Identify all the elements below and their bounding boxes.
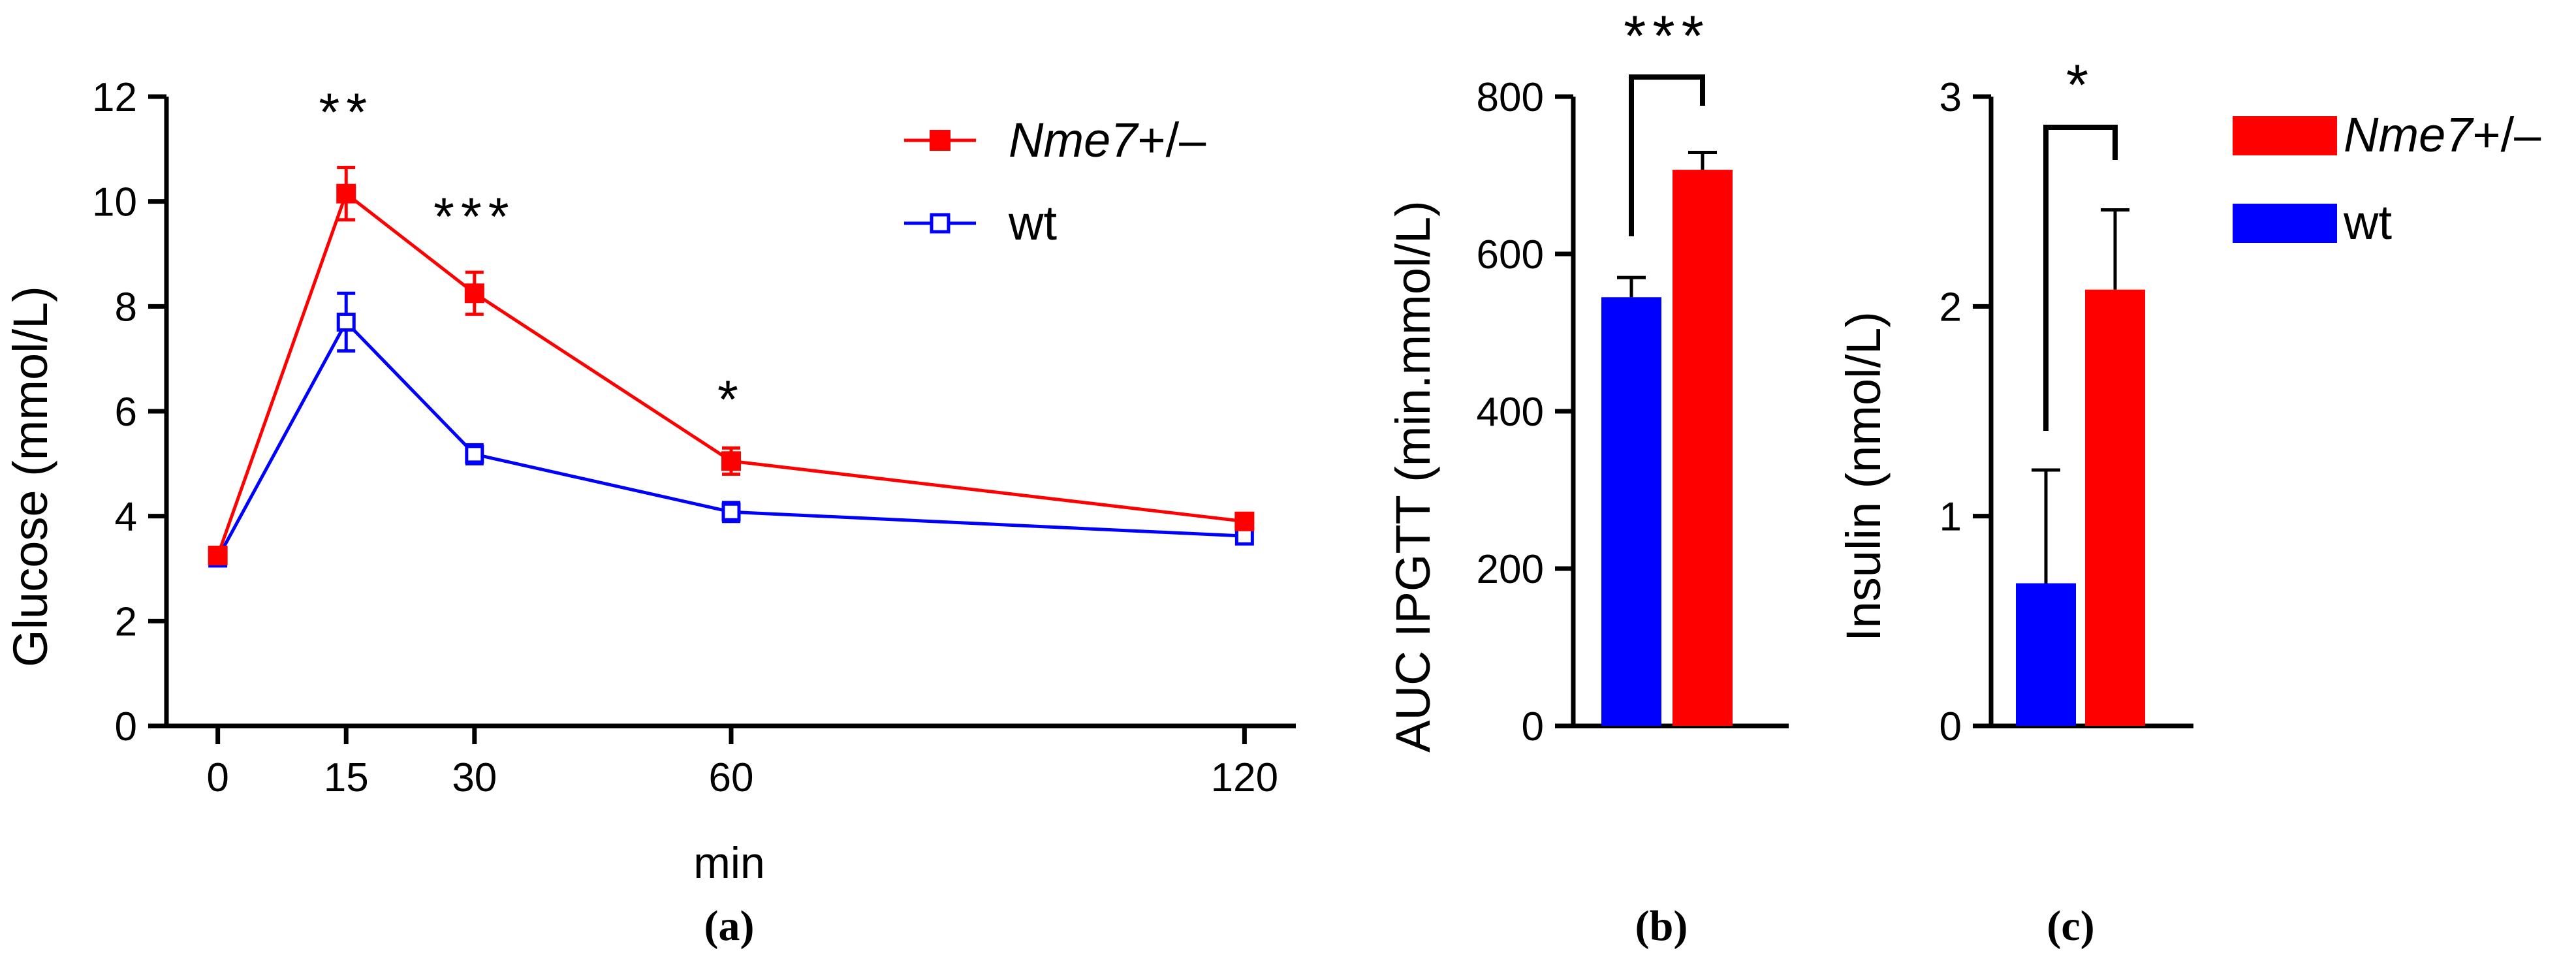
significance-annotation: * xyxy=(717,370,745,430)
panel-b-label: (b) xyxy=(1635,902,1688,950)
panel-a-ylabel: Glucose (mmol/L) xyxy=(3,286,57,667)
panel-a-y-tick-label: 6 xyxy=(115,390,137,435)
panel-b-bar-nme7 xyxy=(1673,170,1733,726)
panel-a-y-tick-label: 8 xyxy=(115,285,137,330)
panel-a-y-tick-label: 12 xyxy=(92,75,137,120)
panel-c-y-tick-label: 1 xyxy=(1940,495,1962,540)
panel-c-legend: Nme7+/– wt xyxy=(2233,108,2541,249)
panel-a-x-tick-label: 120 xyxy=(1211,755,1278,800)
panel-a-y-tick-label: 10 xyxy=(92,180,137,225)
legend-c-nme7-label: Nme7+/– xyxy=(2344,108,2541,162)
panel-b-y-tick-label: 400 xyxy=(1477,390,1544,435)
legend-c-wt-swatch xyxy=(2233,204,2337,243)
legend-wt-marker xyxy=(930,213,950,234)
panel-b-significance-bracket xyxy=(1629,74,1705,236)
legend-wt-label: wt xyxy=(1008,196,1057,250)
series-nme7-point xyxy=(1234,511,1255,531)
legend-c-nme7-swatch xyxy=(2233,116,2337,155)
panel-c-y-tick-label: 0 xyxy=(1940,704,1962,749)
significance-annotation: *** xyxy=(433,187,516,247)
panel-a-y-tick-label: 4 xyxy=(115,495,137,540)
panel-a-legend: Nme7+/– wt xyxy=(904,113,1206,250)
series-wt-point xyxy=(465,445,484,464)
panel-b-y-tick-label: 200 xyxy=(1477,547,1544,592)
panel-c-significance-bracket xyxy=(2043,125,2118,431)
panel-c-ylabel: Insulin (nmol/L) xyxy=(1836,311,1891,642)
panel-a-y-tick-label: 0 xyxy=(115,704,137,749)
panel-a-x-tick-label: 30 xyxy=(452,755,497,800)
auc-bar-chart: AUC IPGTT (min.mmol/L) (b) 0 200 400 600 800… xyxy=(1386,3,1789,950)
insulin-bar-chart: Insulin (nmol/L) (c) 0 1 2 3 * xyxy=(1836,52,2193,950)
series-wt-point xyxy=(721,502,741,522)
legend-c-wt-label: wt xyxy=(2343,195,2392,249)
panel-b-significance-annotation: *** xyxy=(1624,3,1710,68)
panel-a-y-tick-label: 2 xyxy=(115,599,137,644)
panel-c-bar-nme7 xyxy=(2085,289,2145,726)
panel-c-significance-annotation: * xyxy=(2066,52,2095,117)
panel-b-y-tick-label: 800 xyxy=(1477,75,1544,120)
panel-a-label: (a) xyxy=(704,902,755,950)
series-nme7-point xyxy=(464,283,484,304)
series-nme7-point xyxy=(208,545,228,565)
panel-c-bar-wt xyxy=(2016,583,2076,726)
panel-c-y-tick-label: 2 xyxy=(1940,285,1962,330)
significance-annotation: ** xyxy=(319,83,373,142)
panel-a-x-tick-label: 60 xyxy=(709,755,754,800)
series-nme7-point xyxy=(336,183,356,204)
panel-a-xlabel: min xyxy=(693,838,765,888)
panel-b-bar-wt xyxy=(1601,297,1661,726)
series-nme7-point xyxy=(721,451,741,471)
series-wt-point xyxy=(336,312,356,332)
panel-a-x-tick-label: 15 xyxy=(324,755,369,800)
panel-a-x-tick-label: 0 xyxy=(206,755,228,800)
panel-b-ylabel: AUC IPGTT (min.mmol/L) xyxy=(1386,200,1440,753)
legend-nme7-marker xyxy=(930,130,950,151)
panel-b-y-tick-label: 0 xyxy=(1522,704,1544,749)
panel-b-y-tick-label: 600 xyxy=(1477,232,1544,277)
panel-c-label: (c) xyxy=(2047,902,2094,950)
panel-c-y-tick-label: 3 xyxy=(1940,75,1962,120)
legend-nme7-label: Nme7+/– xyxy=(1009,113,1206,167)
